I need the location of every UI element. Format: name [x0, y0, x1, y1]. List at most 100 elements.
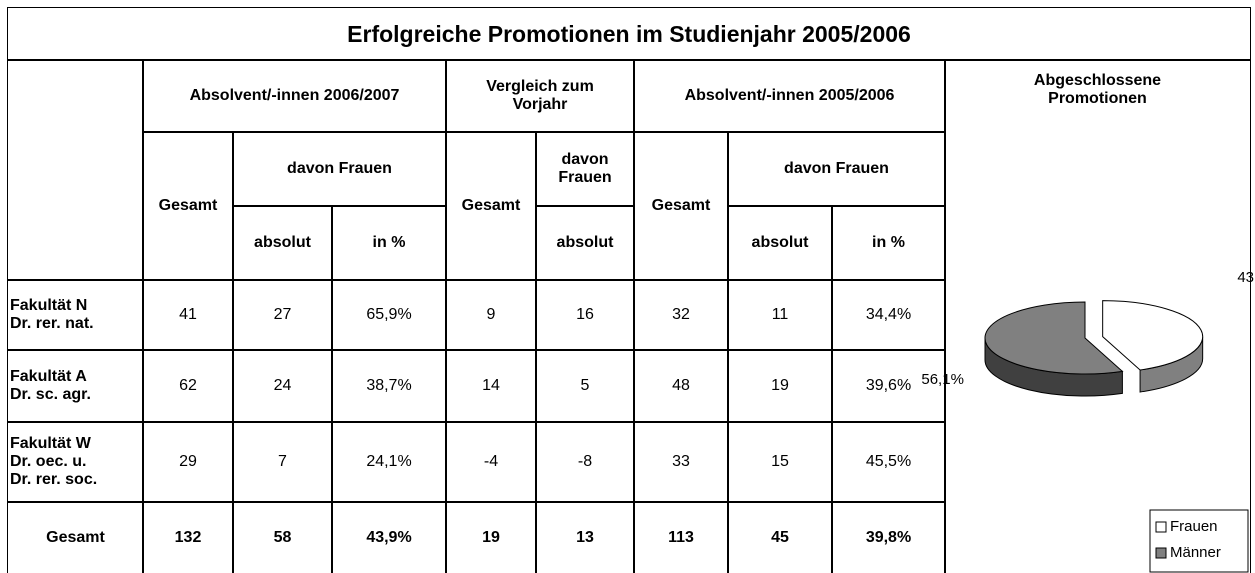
cell-text: Dr. rer. soc. — [10, 471, 98, 488]
cell-text: 15 — [771, 453, 789, 470]
title-cell: Erfolgreiche Promotionen im Studienjahr … — [7, 7, 1251, 61]
cell-text: 19 — [771, 377, 789, 394]
cell-text: 32 — [672, 306, 690, 323]
data-cell: 45,5% — [831, 421, 946, 503]
row-label: Gesamt — [7, 501, 144, 573]
cell-text: 38,7% — [366, 377, 412, 394]
cell-text: 24 — [273, 377, 292, 394]
cell-text: Fakultät N — [10, 297, 88, 314]
cell-text: Gesamt — [461, 197, 521, 214]
data-cell: 32 — [633, 279, 729, 351]
cell-text: in % — [872, 234, 905, 251]
data-cell: 132 — [142, 501, 234, 573]
subheader: Gesamt — [633, 131, 729, 281]
cell-text: 39,6% — [865, 377, 912, 394]
cell-text: Fakultät W — [10, 435, 91, 452]
data-cell: -8 — [535, 421, 635, 503]
cell-text: 13 — [576, 528, 594, 546]
group-header: Absolvent/-innen 2006/2007 — [142, 59, 447, 133]
cell-text: 113 — [668, 528, 694, 546]
cell-text: in % — [372, 234, 406, 251]
data-cell: 113 — [633, 501, 729, 573]
cell-text: Gesamt — [158, 197, 218, 214]
cell-text: Absolvent/-innen 2006/2007 — [189, 87, 400, 104]
subheader: Gesamt — [445, 131, 537, 281]
data-cell: 14 — [445, 349, 537, 423]
subheader: davon Frauen — [727, 131, 946, 207]
cell-text: 16 — [576, 306, 594, 323]
data-cell: 19 — [727, 349, 833, 423]
cell-text: 65,9% — [366, 306, 412, 323]
data-cell: 19 — [445, 501, 537, 573]
data-cell: 13 — [535, 501, 635, 573]
cell-text: Absolvent/-innen 2005/2006 — [684, 87, 895, 104]
cell-text: 45 — [771, 528, 789, 546]
subheader: davon Frauen — [232, 131, 447, 207]
subsubheader: absolut — [727, 205, 833, 281]
cell-text: 9 — [486, 306, 496, 323]
cell-text: Dr. rer. nat. — [10, 315, 94, 332]
data-cell: 65,9% — [331, 279, 447, 351]
cell-text: Erfolgreiche Promotionen im Studienjahr … — [347, 20, 911, 47]
cell-text: 5 — [580, 377, 590, 394]
data-cell: 62 — [142, 349, 234, 423]
cell-text: Abgeschlossene Promotionen — [1033, 72, 1162, 107]
cell-text: 24,1% — [366, 453, 412, 470]
data-cell: 33 — [633, 421, 729, 503]
cell-text: absolut — [751, 234, 809, 251]
group-header: Vergleich zum Vorjahr — [445, 59, 635, 133]
data-cell: 24 — [232, 349, 333, 423]
data-cell: 15 — [727, 421, 833, 503]
row-label: Fakultät W Dr. oec. u. Dr. rer. soc. — [7, 421, 144, 503]
data-cell: 38,7% — [331, 349, 447, 423]
cell-text: absolut — [556, 234, 614, 251]
cell-text: 41 — [179, 306, 197, 323]
data-cell: 34,4% — [831, 279, 946, 351]
data-cell: 5 — [535, 349, 635, 423]
cell-text: davon Frauen — [287, 160, 392, 177]
group-header: Absolvent/-innen 2005/2006 — [633, 59, 946, 133]
subheader: davon Frauen — [535, 131, 635, 207]
data-cell: 24,1% — [331, 421, 447, 503]
cell-text: 14 — [482, 377, 500, 394]
data-cell: 9 — [445, 279, 537, 351]
data-cell: 29 — [142, 421, 234, 503]
cell-text: 48 — [672, 377, 690, 394]
data-cell: 39,8% — [831, 501, 946, 573]
subsubheader: absolut — [232, 205, 333, 281]
cell-text: Fakultät A — [10, 368, 87, 385]
cell-text: 7 — [278, 453, 287, 470]
cell-text: 58 — [273, 528, 292, 546]
data-cell: 48 — [633, 349, 729, 423]
cell-text: -8 — [577, 453, 593, 470]
cell-text: Dr. sc. agr. — [10, 386, 91, 403]
cell-text: 34,4% — [865, 306, 912, 323]
data-cell: -4 — [445, 421, 537, 503]
cell-text: davon Frauen — [784, 160, 889, 177]
data-cell: 27 — [232, 279, 333, 351]
subsubheader: in % — [331, 205, 447, 281]
subsubheader: absolut — [535, 205, 635, 281]
subheader: Gesamt — [142, 131, 234, 281]
cell-text: Dr. oec. u. — [10, 453, 87, 470]
cell-text: Gesamt — [651, 197, 711, 214]
data-cell: 45 — [727, 501, 833, 573]
cell-text: 33 — [672, 453, 690, 470]
data-cell: 7 — [232, 421, 333, 503]
cell-text: 132 — [174, 528, 202, 546]
cell-text: Vergleich zum Vorjahr — [486, 78, 594, 113]
cell-text: davon Frauen — [558, 151, 612, 186]
corner-cell — [7, 59, 144, 281]
cell-text: 45,5% — [865, 453, 912, 470]
subsubheader: in % — [831, 205, 946, 281]
chart-cell: Abgeschlossene Promotionen — [944, 59, 1251, 573]
cell-text: Gesamt — [46, 528, 105, 546]
cell-text: 43,9% — [366, 528, 412, 546]
cell-text: 39,8% — [865, 528, 912, 546]
cell-text: 27 — [273, 306, 292, 323]
cell-text: 19 — [482, 528, 500, 546]
cell-text: -4 — [483, 453, 499, 470]
cell-text: 11 — [771, 306, 789, 323]
row-label: Fakultät N Dr. rer. nat. — [7, 279, 144, 351]
